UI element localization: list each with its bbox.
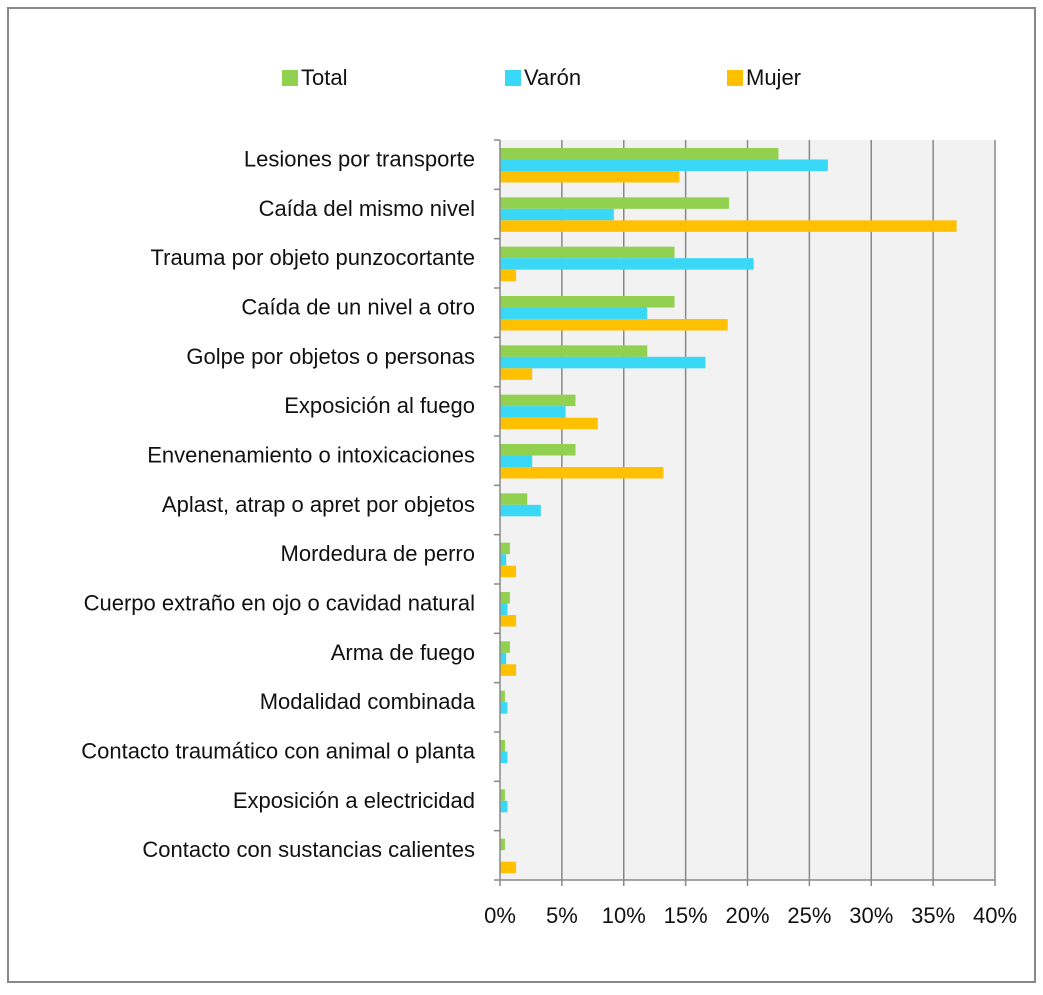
category-label: Golpe por objetos o personas (186, 344, 475, 369)
category-label: Exposición a electricidad (233, 788, 475, 813)
legend-label: Mujer (746, 65, 801, 90)
bar (500, 148, 779, 160)
bar (500, 664, 517, 676)
bar (500, 345, 648, 357)
x-tick-label: 25% (787, 903, 831, 928)
bar (500, 197, 729, 209)
bar (500, 504, 541, 517)
bar (500, 702, 508, 714)
bar (500, 641, 510, 653)
x-tick-label: 30% (849, 903, 893, 928)
bar (500, 740, 505, 752)
bar (500, 159, 828, 171)
legend-swatch (727, 70, 743, 86)
category-label: Modalidad combinada (260, 689, 476, 714)
x-tick-label: 20% (725, 903, 769, 928)
bar (500, 838, 505, 851)
bar (500, 690, 505, 703)
category-label: Mordedura de perro (281, 541, 475, 566)
bar (500, 542, 510, 555)
x-tick-label: 35% (911, 903, 955, 928)
bar (500, 565, 517, 578)
bar (500, 246, 675, 259)
bar (500, 467, 664, 479)
bar (500, 615, 517, 627)
bar (500, 592, 510, 604)
bar (500, 417, 598, 430)
x-tick-label: 5% (546, 903, 578, 928)
bar (500, 406, 566, 418)
bar (500, 751, 508, 763)
x-tick-label: 40% (973, 903, 1017, 928)
bar (500, 258, 754, 270)
category-label: Caída del mismo nivel (259, 196, 475, 221)
category-label: Cuerpo extraño en ojo o cavidad natural (84, 590, 475, 615)
legend-label: Varón (524, 65, 581, 90)
bar (500, 861, 517, 874)
bar (500, 603, 508, 615)
bar (500, 789, 505, 801)
x-tick-label: 10% (602, 903, 646, 928)
category-label: Caída de un nivel a otro (241, 294, 475, 319)
category-label: Lesiones por transporte (244, 146, 475, 171)
legend-label: Total (301, 65, 347, 90)
bar (500, 319, 728, 331)
category-label: Contacto traumático con animal o planta (81, 738, 476, 763)
bar (500, 444, 576, 456)
bar (500, 220, 957, 232)
bar (500, 652, 507, 665)
category-label: Envenenamiento o intoxicaciones (147, 442, 475, 467)
bar (500, 455, 533, 467)
category-label: Exposición al fuego (284, 393, 475, 418)
bar (500, 171, 680, 183)
bar (500, 208, 614, 221)
category-label: Trauma por objeto punzocortante (151, 245, 476, 270)
bar (500, 554, 507, 566)
bar (500, 394, 576, 407)
bar (500, 368, 533, 380)
category-label: Aplast, atrap o apret por objetos (162, 492, 475, 517)
x-tick-label: 15% (664, 903, 708, 928)
bar (500, 296, 675, 308)
legend-swatch (282, 70, 298, 86)
x-tick-label: 0% (484, 903, 516, 928)
bar (500, 493, 528, 505)
bar (500, 269, 517, 282)
bar (500, 307, 648, 319)
category-label: Arma de fuego (331, 640, 475, 665)
category-label: Contacto con sustancias calientes (142, 837, 475, 862)
bar (500, 800, 508, 813)
legend-swatch (505, 70, 521, 86)
bar (500, 356, 706, 369)
